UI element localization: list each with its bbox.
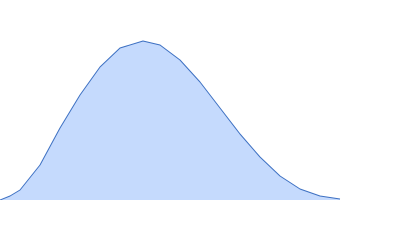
area-fill xyxy=(0,41,340,200)
page: {"chart_data": {"type": "area", "x": [0,… xyxy=(0,40,341,200)
area-line xyxy=(0,40,341,200)
chart xyxy=(0,40,341,200)
